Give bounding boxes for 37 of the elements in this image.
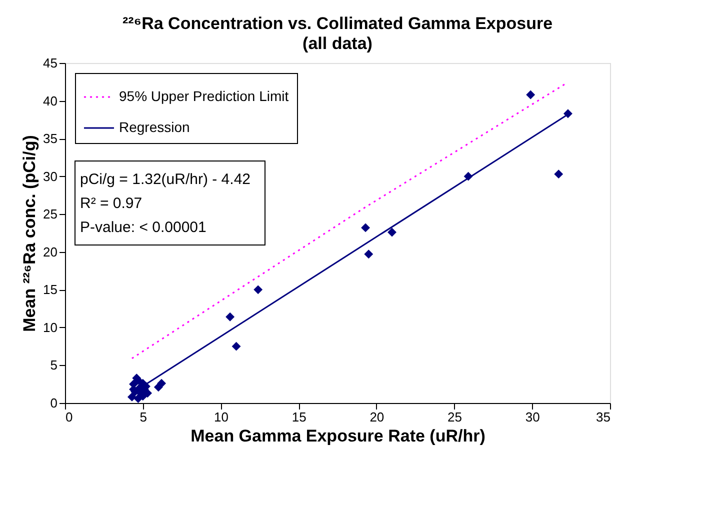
point: [226, 312, 235, 322]
point: [364, 250, 374, 259]
point: [157, 378, 166, 388]
x-tick-label: 20: [370, 410, 384, 424]
chart-title: ²²⁶Ra Concentration vs. Collimated Gamma Exposure: [122, 14, 553, 33]
legend-label: Regression: [119, 119, 190, 135]
x-tick-label: 35: [596, 410, 610, 424]
legend-label: 95% Upper Prediction Limit: [119, 88, 289, 104]
point: [388, 228, 396, 237]
y-tick-label: 5: [50, 358, 58, 373]
y-tick-label: 35: [43, 131, 58, 146]
chart-subtitle: (all data): [302, 34, 372, 53]
y-tick-label: 45: [43, 56, 58, 70]
x-tick-label: 15: [292, 410, 306, 424]
annotation: P-value: < 0.00001: [80, 219, 206, 236]
point: [232, 342, 241, 351]
x-tick-label: 10: [214, 410, 228, 424]
x-tick-label: 30: [525, 410, 540, 424]
x-tick-label: 0: [66, 410, 73, 424]
point: [563, 109, 572, 118]
y-tick-label: 40: [43, 93, 58, 108]
point: [361, 223, 370, 232]
x-axis-title: Mean Gamma Exposure Rate (uR/hr): [190, 426, 486, 446]
y-tick-label: 30: [43, 168, 58, 184]
y-tick-label: 20: [43, 244, 58, 260]
y-tick-label: 0: [50, 396, 58, 410]
y-axis-title: Mean ²²⁶Ra conc. (pCi/g): [20, 135, 40, 332]
annotation: R² = 0.97: [80, 195, 142, 212]
point: [554, 170, 564, 179]
y-tick-label: 10: [43, 320, 58, 335]
point: [526, 90, 536, 100]
annotation: pCi/g = 1.32(uR/hr) - 4.42: [80, 171, 251, 188]
y-tick-label: 15: [43, 282, 58, 298]
y-tick-label: 25: [43, 206, 58, 222]
point: [254, 285, 263, 294]
x-tick-label: 5: [140, 410, 147, 424]
x-tick-label: 25: [448, 410, 462, 424]
